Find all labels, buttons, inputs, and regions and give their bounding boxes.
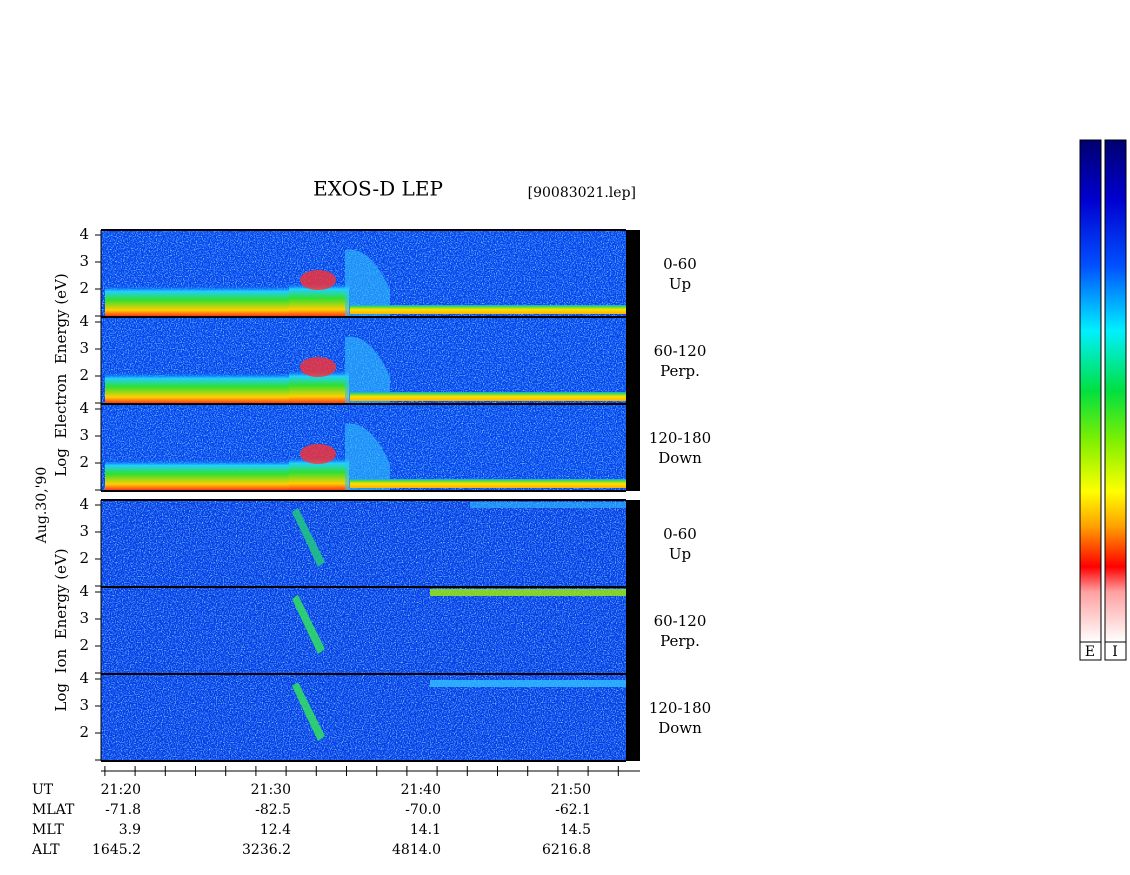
colorbar-i — [1104, 139, 1127, 643]
y-tick-label: 4 — [79, 669, 89, 687]
panel-range: 60-120 — [654, 612, 707, 630]
y-tick-label: 3 — [79, 696, 89, 714]
orbit-value: 14.5 — [560, 822, 591, 838]
orbit-row-label: MLT — [32, 822, 64, 838]
panel-direction: Up — [669, 275, 691, 293]
y-tick-label: 2 — [79, 723, 89, 741]
orbit-row-label: UT — [32, 782, 54, 798]
colorbar-e — [1079, 139, 1102, 643]
ion-axis-label: Log Ion Energy (eV) — [52, 548, 70, 711]
colorbar-label-box — [1104, 641, 1127, 661]
y-tick-label: 2 — [79, 453, 89, 471]
y-tick-label: 3 — [79, 252, 89, 270]
panel-noise-dark — [101, 587, 626, 674]
electron-arc — [345, 336, 390, 404]
orbit-value: -62.1 — [555, 802, 591, 818]
electron-arc — [345, 249, 390, 317]
panel-edge — [626, 317, 640, 404]
electron-band — [105, 260, 291, 317]
y-tick-label: 2 — [79, 279, 89, 297]
electron-band — [105, 434, 291, 491]
electron-arc — [345, 423, 390, 491]
electron-line — [350, 392, 626, 401]
y-tick-label: 4 — [79, 399, 89, 417]
panel-range: 0-60 — [663, 255, 697, 273]
electron-line — [350, 479, 626, 488]
orbit-row-label: MLAT — [32, 802, 75, 818]
y-tick-label: 3 — [79, 609, 89, 627]
orbit-value: 3.9 — [119, 822, 141, 838]
ion-band — [470, 502, 626, 508]
title: EXOS-D LEP — [313, 177, 443, 201]
colorbar-label: I — [1112, 644, 1118, 660]
electron-axis-label: Log Electron Energy (eV) — [52, 273, 70, 477]
orbit-value: 21:50 — [551, 782, 591, 798]
panel-noise-dark — [101, 674, 626, 761]
electron-band — [105, 347, 291, 404]
panel-edge — [626, 230, 640, 317]
y-tick-label: 2 — [79, 549, 89, 567]
y-tick-label: 2 — [79, 366, 89, 384]
date: Aug.30,'90 — [34, 467, 50, 544]
orbit-value: -71.8 — [105, 802, 141, 818]
colorbar-label-box — [1079, 641, 1102, 661]
panel-range: 120-180 — [649, 699, 711, 717]
y-tick-label: 4 — [79, 225, 89, 243]
orbit-value: 6216.8 — [542, 842, 591, 858]
y-tick-label: 3 — [79, 339, 89, 357]
orbit-value: 21:20 — [101, 782, 141, 798]
orbit-value: 4814.0 — [392, 842, 441, 858]
panel-range: 0-60 — [663, 525, 697, 543]
panel-direction: Perp. — [660, 362, 700, 380]
panel-edge — [626, 404, 640, 491]
panel-edge — [626, 587, 640, 674]
panel-edge — [626, 674, 640, 761]
orbit-row-label: ALT — [31, 842, 60, 858]
orbit-value: -70.0 — [405, 802, 441, 818]
panel-range: 60-120 — [654, 342, 707, 360]
ion-band — [430, 589, 626, 596]
panel-direction: Up — [669, 545, 691, 563]
orbit-value: 12.4 — [260, 822, 291, 838]
panel-edge — [626, 500, 640, 587]
electron-core — [300, 357, 336, 377]
panel-direction: Down — [658, 719, 702, 737]
panel-direction: Down — [658, 449, 702, 467]
ion-band — [430, 680, 626, 687]
y-tick-label: 4 — [79, 312, 89, 330]
orbit-value: 1645.2 — [92, 842, 141, 858]
ion-streak — [292, 595, 325, 654]
file-name: [90083021.lep] — [528, 185, 636, 201]
panel-range: 120-180 — [649, 429, 711, 447]
panel-noise-dark — [101, 500, 626, 587]
colorbar-label: E — [1085, 644, 1095, 660]
orbit-value: -82.5 — [255, 802, 291, 818]
y-tick-label: 2 — [79, 636, 89, 654]
ion-streak — [292, 508, 325, 567]
orbit-value: 21:40 — [401, 782, 441, 798]
y-tick-label: 4 — [79, 495, 89, 513]
y-tick-label: 3 — [79, 426, 89, 444]
panel-direction: Perp. — [660, 632, 700, 650]
orbit-value: 14.1 — [410, 822, 441, 838]
orbit-value: 3236.2 — [242, 842, 291, 858]
y-tick-label: 4 — [79, 582, 89, 600]
electron-core — [300, 270, 336, 290]
electron-line — [350, 305, 626, 314]
y-tick-label: 3 — [79, 522, 89, 540]
ion-streak — [292, 682, 325, 741]
electron-core — [300, 444, 336, 464]
orbit-value: 21:30 — [251, 782, 291, 798]
